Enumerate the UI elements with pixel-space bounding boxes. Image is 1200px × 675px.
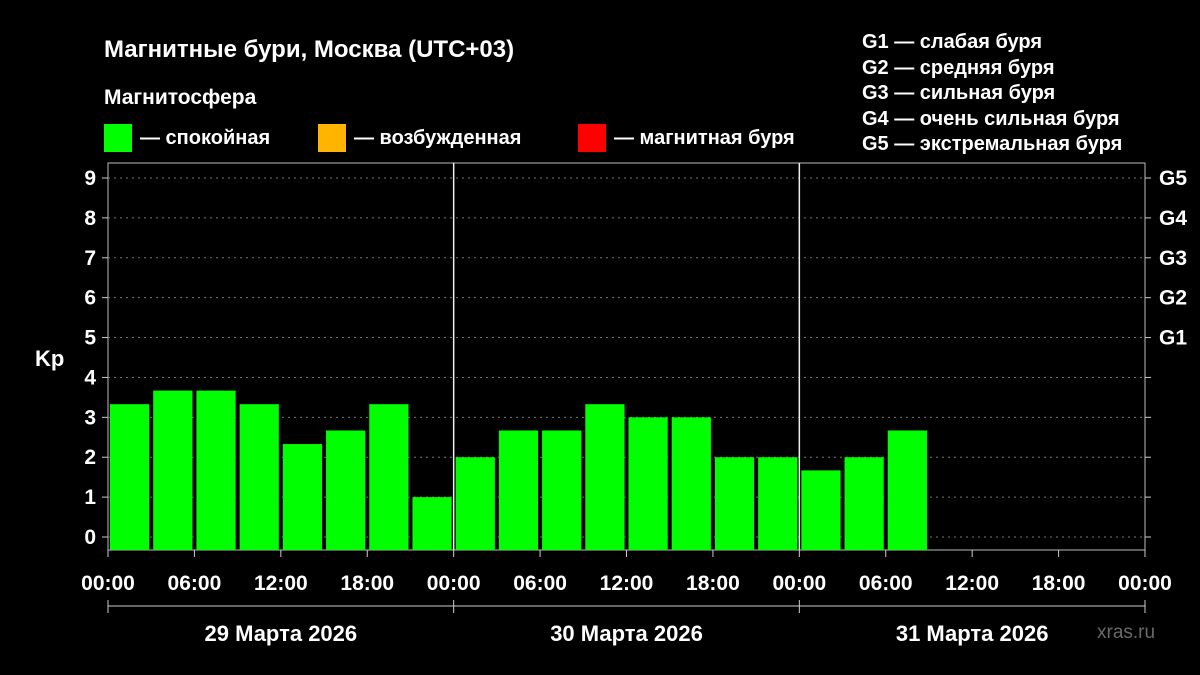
x-tick-label-9: 06:00 [859, 572, 913, 595]
y-tick-label-6: 6 [84, 287, 96, 310]
bar-5 [326, 430, 366, 550]
x-tick-label-0: 00:00 [81, 572, 135, 595]
day-label-0: 29 Марта 2026 [205, 621, 358, 646]
legend-title: Магнитосфера [104, 86, 257, 109]
legend-swatch-calm [104, 124, 132, 152]
y-tick-label-7: 7 [84, 247, 96, 270]
legend-label-excited: — возбужденная [354, 126, 522, 149]
bar-11 [585, 404, 625, 550]
y-tick-label-3: 3 [84, 406, 96, 429]
x-tick-label-10: 12:00 [945, 572, 999, 595]
bar-0 [110, 404, 150, 550]
y-tick-label-9: 9 [84, 167, 96, 190]
bar-17 [844, 457, 884, 550]
bar-18 [887, 430, 927, 550]
y-tick-label-2: 2 [84, 446, 96, 469]
bar-6 [369, 404, 409, 550]
storm-level-g3: G3 — сильная буря [862, 82, 1056, 104]
bar-12 [628, 417, 668, 550]
bar-15 [758, 457, 798, 550]
x-tick-label-7: 18:00 [686, 572, 740, 595]
right-tick-label-g4: G4 [1159, 207, 1187, 230]
bar-16 [801, 470, 841, 550]
right-tick-label-g5: G5 [1159, 167, 1187, 190]
x-tick-label-8: 00:00 [772, 572, 826, 595]
x-tick-label-5: 06:00 [513, 572, 567, 595]
storm-level-g4: G4 — очень сильная буря [862, 107, 1120, 130]
bar-7 [412, 497, 452, 550]
legend-item-calm: — спокойная [104, 123, 270, 153]
x-tick-label-12: 00:00 [1118, 572, 1172, 595]
storm-level-g1: G1 — слабая буря [862, 31, 1043, 53]
y-tick-label-8: 8 [84, 207, 96, 230]
x-tick-label-11: 18:00 [1032, 572, 1086, 595]
legend-swatch-storm [578, 124, 606, 152]
bar-13 [671, 417, 711, 550]
y-tick-label-1: 1 [84, 486, 96, 509]
right-tick-label-g3: G3 [1159, 247, 1187, 270]
day-label-2: 31 Марта 2026 [896, 621, 1049, 646]
x-tick-label-1: 06:00 [168, 572, 222, 595]
y-tick-label-4: 4 [84, 366, 96, 389]
x-tick-label-4: 00:00 [427, 572, 481, 595]
bar-8 [455, 457, 495, 550]
legend-label-calm: — спокойная [140, 126, 271, 149]
bar-10 [542, 430, 582, 550]
day-label-1: 30 Марта 2026 [550, 621, 703, 646]
bar-9 [498, 430, 539, 550]
storm-levels-legend: G1 — слабая буря G2 — средняя буря G3 — … [862, 30, 1122, 158]
right-tick-label-g2: G2 [1159, 287, 1187, 310]
y-tick-label-0: 0 [84, 526, 96, 549]
storm-level-g2: G2 — средняя буря [862, 56, 1055, 79]
y-axis-label: Kp [35, 346, 64, 371]
y-tick-label-5: 5 [84, 327, 96, 350]
bar-14 [714, 457, 755, 550]
legend-item-storm: — магнитная буря [578, 123, 795, 153]
storm-level-g5: G5 — экстремальная буря [862, 133, 1123, 155]
bar-4 [282, 444, 323, 550]
bar-1 [153, 390, 193, 550]
bar-2 [196, 390, 236, 550]
watermark: xras.ru [1097, 622, 1156, 643]
bar-3 [239, 404, 279, 550]
x-tick-label-2: 12:00 [254, 572, 308, 595]
x-tick-label-3: 18:00 [340, 572, 394, 595]
x-tick-label-6: 12:00 [600, 572, 654, 595]
legend-swatch-excited [318, 124, 346, 152]
legend-label-storm: — магнитная буря [614, 126, 795, 149]
legend-item-excited: — возбужденная [318, 123, 521, 153]
chart-title: Магнитные бури, Москва (UTC+03) [104, 36, 515, 63]
right-tick-label-g1: G1 [1159, 327, 1187, 350]
